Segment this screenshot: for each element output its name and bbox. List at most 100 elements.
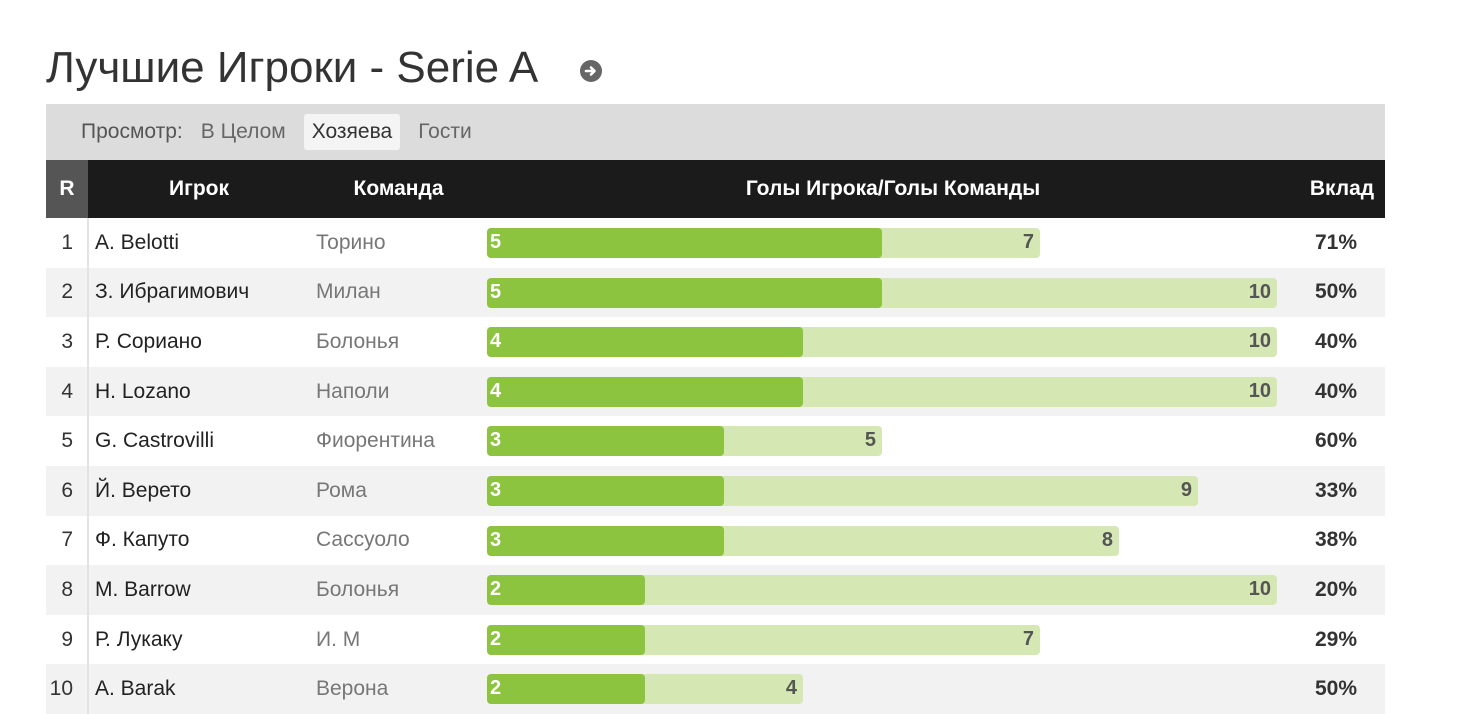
player-goals-bar: 5: [487, 228, 882, 258]
team-goals-value: 9: [1180, 478, 1192, 501]
player-goals-bar: 3: [487, 525, 724, 556]
goals-bar-cell: 4 10: [487, 366, 1299, 417]
table-header-row: R Игрок Команда Голы Игрока/Голы Команды…: [46, 160, 1385, 218]
table-row[interactable]: 10 A. Barak Верона 2 4 50%: [46, 664, 1385, 714]
team-name: Милан: [310, 267, 487, 318]
team-name: Болонья: [310, 565, 487, 615]
table-row[interactable]: 7 Ф. Капуто Сассуоло 3 8 38%: [46, 515, 1385, 566]
table-row[interactable]: 8 M. Barrow Болонья 2 10 20%: [46, 565, 1385, 615]
team-goals-value: 10: [1248, 330, 1271, 353]
player-goals-bar: 5: [487, 277, 882, 308]
rank-cell: 6: [46, 465, 89, 516]
goals-bar-cell: 2 10: [487, 565, 1299, 615]
column-header-share[interactable]: Вклад: [1299, 160, 1385, 218]
player-name-link[interactable]: Ф. Капуто: [88, 515, 310, 566]
player-goals-value: 2: [490, 627, 502, 650]
player-name-link[interactable]: A. Barak: [88, 664, 310, 714]
player-goals-value: 5: [490, 280, 502, 303]
rank-cell: 9: [46, 614, 89, 665]
table-body: 1 A. Belotti Торино 5 7 71% 2 З. Ибрагимович Мил…: [46, 218, 1385, 714]
player-goals-value: 5: [490, 231, 502, 253]
table-row[interactable]: 4 H. Lozano Наполи 4 10 40%: [46, 366, 1385, 417]
column-header-team[interactable]: Команда: [310, 160, 487, 218]
player-goals-bar: 3: [487, 475, 724, 506]
rank-cell: 3: [46, 317, 89, 367]
player-goals-value: 3: [490, 478, 502, 501]
table-row[interactable]: 3 Р. Сориано Болонья 4 10 40%: [46, 317, 1385, 367]
team-goals-value: 10: [1248, 578, 1271, 601]
view-filter-label: Просмотр:: [81, 120, 183, 143]
filter-option-away[interactable]: Гости: [418, 120, 472, 143]
team-goals-bar: 5 10: [487, 277, 1277, 308]
team-goals-bar: 4 10: [487, 376, 1277, 407]
player-goals-value: 4: [490, 330, 502, 353]
player-name-link[interactable]: M. Barrow: [88, 565, 310, 615]
table-row[interactable]: 6 Й. Верето Рома 3 9 33%: [46, 465, 1385, 516]
player-name-link[interactable]: H. Lozano: [88, 366, 310, 417]
player-goals-bar: 3: [487, 426, 724, 457]
goals-bar-cell: 4 10: [487, 317, 1299, 367]
filter-option-overall[interactable]: В Целом: [200, 120, 286, 143]
rank-cell: 7: [46, 515, 89, 566]
table-row[interactable]: 2 З. Ибрагимович Милан 5 10 50%: [46, 267, 1385, 318]
player-goals-bar: 4: [487, 376, 803, 407]
team-name: Рома: [310, 465, 487, 516]
team-goals-value: 8: [1101, 528, 1113, 551]
team-name: Сассуоло: [310, 515, 487, 566]
column-header-goals[interactable]: Голы Игрока/Голы Команды: [487, 160, 1299, 218]
team-goals-value: 10: [1248, 379, 1271, 402]
team-name: Торино: [310, 218, 487, 268]
player-name-link[interactable]: G. Castrovilli: [88, 416, 310, 466]
page-title: Лучшие Игроки - Serie A: [46, 43, 539, 92]
team-name: Наполи: [310, 366, 487, 417]
table-row[interactable]: 1 A. Belotti Торино 5 7 71%: [46, 218, 1385, 268]
share-percent: 33%: [1299, 465, 1385, 516]
share-percent: 71%: [1299, 218, 1385, 268]
view-filter-bar: Просмотр: В Целом Хозяева Гости: [46, 104, 1385, 160]
player-name-link[interactable]: Р. Лукаку: [88, 614, 310, 665]
player-goals-value: 4: [490, 379, 502, 402]
player-name-link[interactable]: A. Belotti: [88, 218, 310, 268]
share-percent: 29%: [1299, 614, 1385, 665]
share-percent: 50%: [1299, 664, 1385, 714]
circle-arrow-right-icon[interactable]: [580, 60, 603, 82]
team-name: Болонья: [310, 317, 487, 367]
share-percent: 20%: [1299, 565, 1385, 615]
team-goals-bar: 2 10: [487, 575, 1277, 606]
player-name-link[interactable]: Й. Верето: [88, 465, 310, 516]
player-name-link[interactable]: З. Ибрагимович: [88, 267, 310, 318]
player-goals-bar: 2: [487, 575, 645, 606]
column-header-player[interactable]: Игрок: [88, 160, 310, 218]
player-name-link[interactable]: Р. Сориано: [88, 317, 310, 367]
player-goals-value: 3: [490, 528, 502, 551]
rank-cell: 8: [46, 565, 89, 615]
share-percent: 60%: [1299, 416, 1385, 466]
rank-cell: 2: [46, 267, 89, 318]
rank-cell: 4: [46, 366, 89, 417]
share-percent: 50%: [1299, 267, 1385, 318]
team-name: Фиорентина: [310, 416, 487, 466]
top-players-table: R Игрок Команда Голы Игрока/Голы Команды…: [46, 160, 1386, 714]
filter-option-home[interactable]: Хозяева: [303, 114, 401, 150]
team-goals-value: 5: [864, 429, 876, 452]
share-percent: 40%: [1299, 317, 1385, 367]
table-row[interactable]: 9 Р. Лукаку И. М 2 7 29%: [46, 614, 1385, 665]
table-row[interactable]: 5 G. Castrovilli Фиорентина 3 5 60%: [46, 416, 1385, 466]
player-goals-bar: 4: [487, 327, 803, 358]
column-header-rank[interactable]: R: [46, 160, 88, 218]
rank-cell: 5: [46, 416, 89, 466]
team-goals-value: 7: [1022, 231, 1034, 253]
title-row: Лучшие Игроки - Serie A: [46, 38, 603, 98]
